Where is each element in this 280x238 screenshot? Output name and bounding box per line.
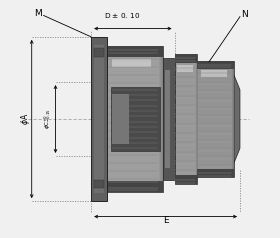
Bar	[197, 169, 234, 177]
Bar	[107, 46, 163, 57]
Bar	[232, 61, 233, 177]
Bar	[174, 54, 175, 184]
Bar	[94, 45, 104, 193]
Bar	[174, 54, 197, 63]
Text: E: E	[163, 216, 169, 225]
Bar	[197, 61, 234, 69]
Bar	[196, 54, 197, 184]
Bar	[163, 58, 174, 180]
Bar	[195, 54, 196, 184]
Bar	[233, 61, 234, 177]
Bar	[111, 87, 160, 151]
Bar	[197, 61, 198, 177]
Bar	[174, 175, 197, 184]
Bar	[197, 61, 198, 177]
Bar	[162, 46, 163, 192]
Bar	[201, 70, 227, 77]
Bar	[107, 181, 163, 192]
Bar	[112, 59, 151, 67]
Bar	[107, 46, 108, 192]
Bar	[159, 46, 160, 192]
Bar	[161, 46, 162, 192]
Bar	[107, 46, 108, 192]
Polygon shape	[234, 75, 240, 163]
Text: D $\pm$ 0. 10: D $\pm$ 0. 10	[104, 11, 140, 20]
Text: $\phi$A: $\phi$A	[19, 113, 32, 125]
Bar	[94, 180, 104, 188]
Bar	[107, 46, 108, 192]
Bar	[197, 61, 198, 177]
Bar	[91, 37, 107, 201]
Bar	[107, 46, 108, 192]
Bar	[112, 94, 129, 144]
Bar	[231, 61, 232, 177]
Bar	[177, 64, 193, 72]
Bar	[158, 46, 159, 192]
Bar	[197, 61, 234, 177]
Bar	[94, 48, 104, 57]
Bar	[174, 54, 197, 184]
Bar	[107, 46, 163, 192]
Bar	[197, 61, 198, 177]
Bar	[160, 46, 161, 192]
Bar	[165, 70, 170, 168]
Text: M: M	[34, 9, 42, 18]
Text: $\phi$C$^{+0}_{-0.15}$: $\phi$C$^{+0}_{-0.15}$	[42, 109, 53, 129]
Text: N: N	[241, 10, 248, 19]
